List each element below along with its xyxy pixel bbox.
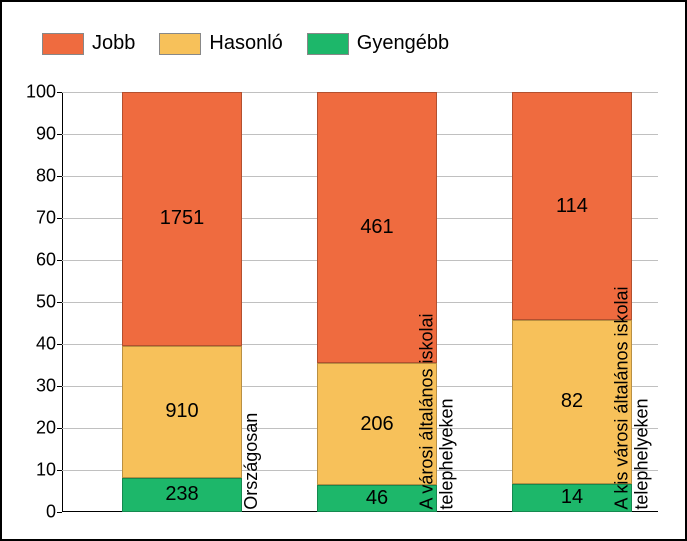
y-tick-label: 20	[36, 418, 56, 439]
bar-segment-hasonlo: 910	[122, 346, 242, 478]
bar-value-label: 14	[561, 486, 583, 509]
bar-segment-jobb: 1751	[122, 92, 242, 346]
legend-swatch-jobb	[42, 33, 84, 55]
bar-value-label: 1751	[160, 207, 205, 230]
plot-area: 0102030405060708090100 2389101751Országo…	[62, 92, 658, 512]
bar-group-varosi: 46206461A városi általános iskolaiteleph…	[317, 92, 437, 512]
y-tick-label: 50	[36, 292, 56, 313]
y-tick-label: 10	[36, 460, 56, 481]
y-tick-label: 100	[26, 82, 56, 103]
bar-value-label: 238	[165, 483, 198, 506]
category-label-orszagosan: Országosan	[242, 413, 262, 510]
bar-segment-gyengebb: 238	[122, 478, 242, 512]
legend-swatch-hasonlo	[159, 33, 201, 55]
y-tick-label: 80	[36, 166, 56, 187]
y-tick-label: 70	[36, 208, 56, 229]
y-tick-label: 60	[36, 250, 56, 271]
y-tick-label: 90	[36, 124, 56, 145]
category-label-varosi: A városi általános iskolaitelephelyeken	[417, 270, 457, 510]
bar-value-label: 910	[165, 400, 198, 423]
category-label-kis_varosi: A kis városi általános iskolaitelephelye…	[612, 270, 652, 510]
legend-label-jobb: Jobb	[92, 32, 135, 55]
y-tick-label: 0	[46, 502, 56, 523]
bar-group-orszagosan: 2389101751Országosan	[122, 92, 242, 512]
legend-swatch-gyengebb	[307, 33, 349, 55]
legend-label-gyengebb: Gyengébb	[357, 32, 449, 55]
y-tick-mark	[57, 512, 62, 513]
y-tick-label: 40	[36, 334, 56, 355]
legend-item-gyengebb: Gyengébb	[307, 32, 449, 55]
y-tick-label: 30	[36, 376, 56, 397]
chart-container: Jobb Hasonló Gyengébb 0 10 20 30 40 50 60 70 80 9…	[0, 0, 687, 541]
legend-item-jobb: Jobb	[42, 32, 135, 55]
legend: Jobb Hasonló Gyengébb	[42, 32, 449, 55]
bar-value-label: 461	[360, 216, 393, 239]
bar-value-label: 114	[556, 195, 588, 218]
bar-value-label: 206	[360, 413, 393, 436]
legend-item-hasonlo: Hasonló	[159, 32, 282, 55]
legend-label-hasonlo: Hasonló	[209, 32, 282, 55]
bar-value-label: 46	[366, 487, 388, 510]
bars-region: 238 910 1751 Országosan 46 206 461 A városi ált…	[62, 92, 658, 512]
bar-value-label: 82	[561, 390, 583, 413]
bar-group-kis_varosi: 1482114A kis városi általános iskolaitel…	[512, 92, 632, 512]
